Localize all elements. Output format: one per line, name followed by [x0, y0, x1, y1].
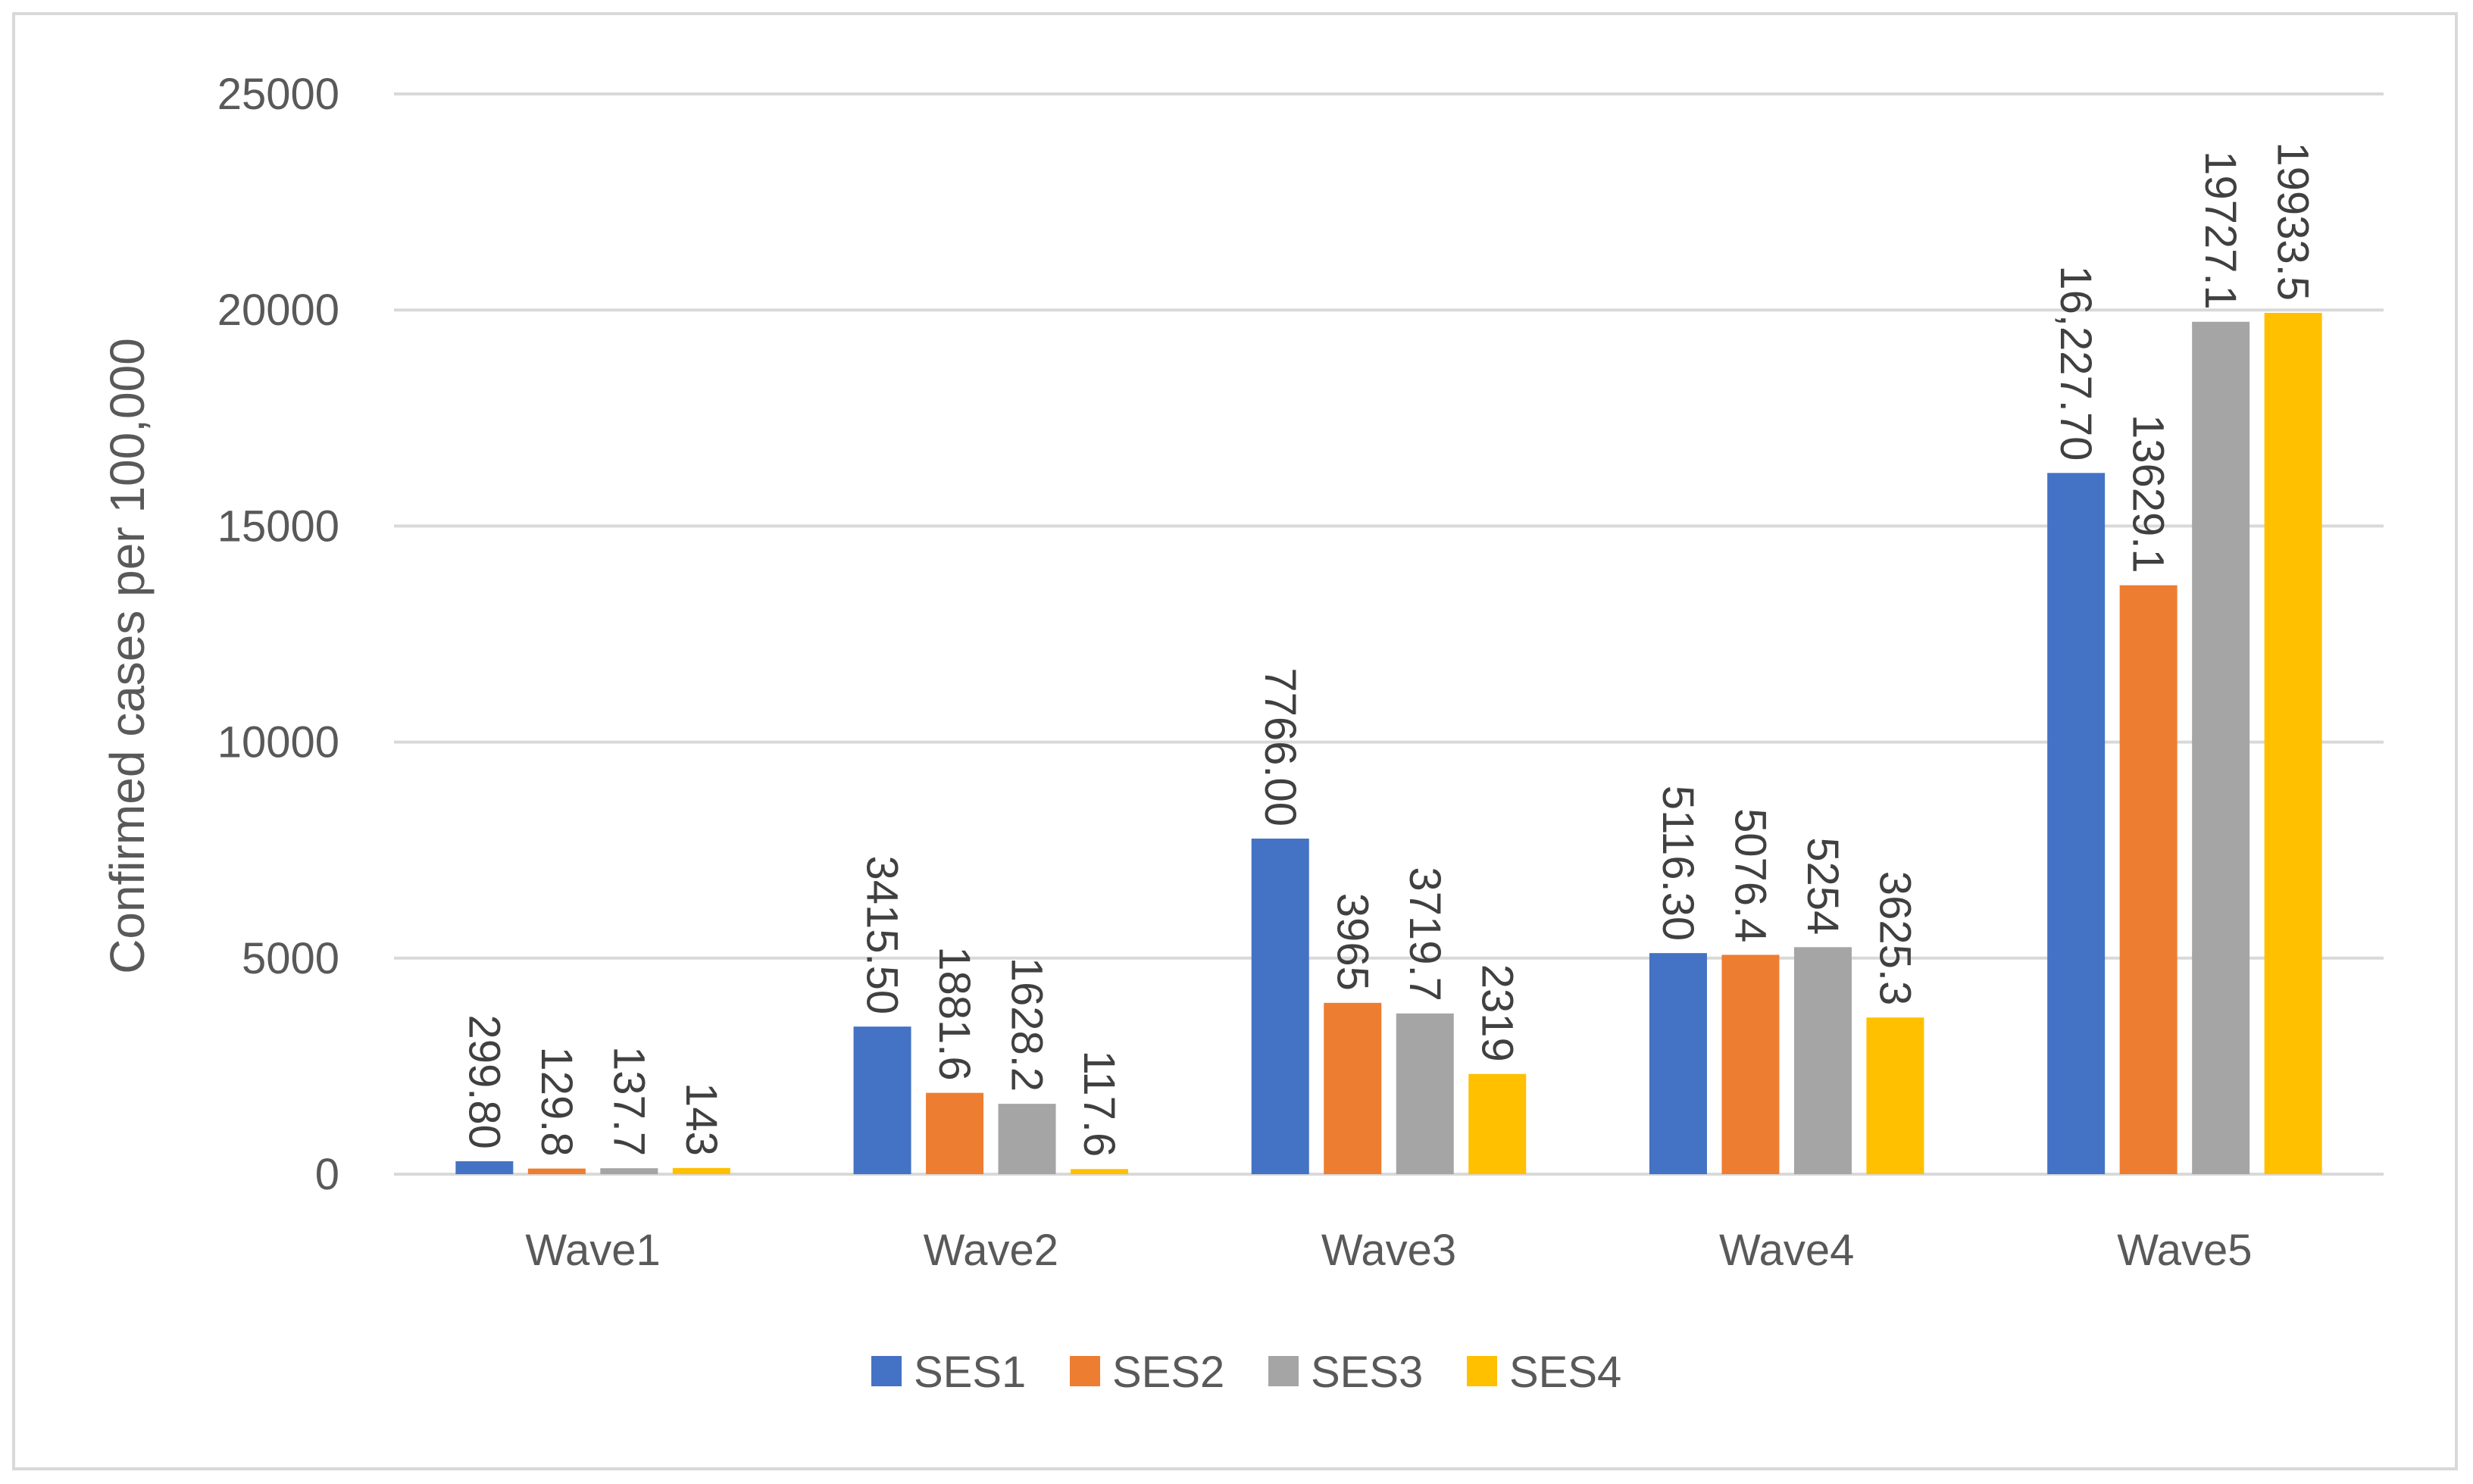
- data-label: 5116.30: [1653, 786, 1702, 941]
- bar-ses2-wave4: [1721, 954, 1780, 1174]
- x-category-label: Wave2: [924, 1226, 1058, 1275]
- legend-label-ses3: SES3: [1311, 1348, 1423, 1397]
- data-label: 16,227.70: [2051, 265, 2100, 461]
- bar-ses4-wave3: [1468, 1073, 1527, 1174]
- data-label: 299.80: [459, 1014, 508, 1148]
- bar-ses4-wave2: [1071, 1169, 1129, 1174]
- data-labels: 299.80 129.8 137.7 143 3415.50 1881.6 1628.2 11…: [459, 142, 2317, 1157]
- data-label: 1881.6: [930, 946, 979, 1080]
- bar-ses3-wave3: [1396, 1013, 1454, 1174]
- data-label: 5254: [1798, 837, 1847, 935]
- x-axis-categories: Wave1 Wave2 Wave3 Wave4 Wave5: [525, 1226, 2252, 1275]
- data-label: 3625.3: [1870, 871, 1919, 1005]
- y-tick-label: 5000: [242, 934, 339, 983]
- legend-label-ses1: SES1: [914, 1348, 1026, 1397]
- data-label: 13629.1: [2124, 414, 2173, 573]
- legend-swatch-ses1: [871, 1356, 902, 1386]
- data-label: 3719.7: [1400, 867, 1449, 1001]
- data-label: 5076.4: [1725, 808, 1774, 942]
- bar-ses3-wave4: [1793, 947, 1852, 1174]
- bar-ses1-wave3: [1251, 839, 1309, 1174]
- legend-swatch-ses2: [1070, 1356, 1100, 1386]
- y-tick-label: 20000: [217, 286, 339, 335]
- legend-swatch-ses4: [1467, 1356, 1497, 1386]
- bar-ses1-wave5: [2047, 473, 2106, 1174]
- bar-ses3-wave5: [2192, 321, 2250, 1174]
- data-label: 19727.1: [2196, 151, 2245, 310]
- bar-ses2-wave3: [1324, 1002, 1382, 1174]
- x-category-label: Wave5: [2117, 1226, 2252, 1275]
- data-label: 117.6: [1074, 1050, 1124, 1157]
- x-category-label: Wave4: [1719, 1226, 1854, 1275]
- legend: SES1 SES2 SES3 SES4: [871, 1348, 1621, 1397]
- bar-ses4-wave1: [672, 1167, 730, 1174]
- bar-ses4-wave4: [1866, 1017, 1924, 1174]
- data-label: 143: [677, 1083, 726, 1156]
- data-label: 19933.5: [2268, 142, 2318, 301]
- y-axis-ticks: 0 5000 10000 15000 20000 25000: [217, 70, 339, 1199]
- y-tick-label: 10000: [217, 718, 339, 767]
- data-label: 137.7: [604, 1046, 653, 1156]
- bar-ses3-wave1: [600, 1168, 658, 1174]
- data-label: 3965: [1327, 893, 1377, 991]
- bar-ses2-wave1: [527, 1168, 586, 1174]
- bar-ses2-wave5: [2119, 585, 2178, 1174]
- y-axis-title: Confirmed cases per 100,000: [100, 338, 155, 974]
- legend-swatch-ses3: [1268, 1356, 1299, 1386]
- data-label: 1628.2: [1002, 958, 1052, 1092]
- data-label: 3415.50: [858, 856, 907, 1015]
- data-label: 129.8: [532, 1046, 581, 1156]
- x-category-label: Wave1: [525, 1226, 660, 1275]
- legend-label-ses2: SES2: [1112, 1348, 1224, 1397]
- y-tick-label: 15000: [217, 501, 339, 551]
- bar-ses2-wave2: [926, 1092, 984, 1174]
- y-tick-label: 0: [315, 1150, 339, 1199]
- bar-ses1-wave2: [853, 1026, 911, 1174]
- data-label: 7766.00: [1255, 667, 1305, 826]
- y-tick-label: 25000: [217, 70, 339, 119]
- data-label: 2319: [1472, 964, 1521, 1062]
- bar-ses1-wave4: [1649, 953, 1707, 1174]
- bar-ses3-wave2: [998, 1104, 1056, 1174]
- bars: [455, 312, 2322, 1174]
- x-category-label: Wave3: [1321, 1226, 1456, 1275]
- bar-ses4-wave5: [2264, 312, 2322, 1174]
- legend-label-ses4: SES4: [1509, 1348, 1621, 1397]
- bar-ses1-wave1: [455, 1161, 514, 1174]
